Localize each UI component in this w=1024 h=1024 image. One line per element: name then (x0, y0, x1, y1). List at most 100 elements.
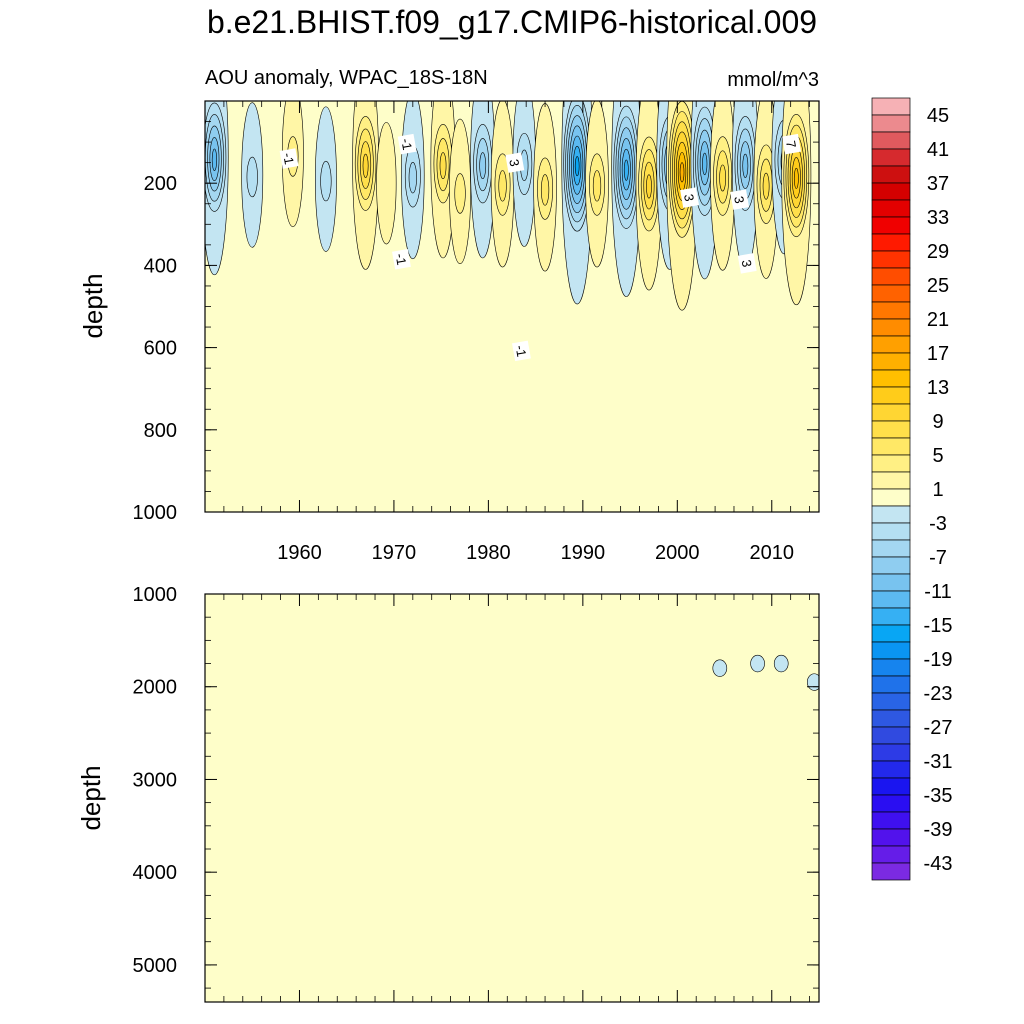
colorbar-box (871, 624, 911, 643)
colorbar-box (871, 454, 911, 473)
upper-left-subtitle: AOU anomaly, WPAC_18S-18N (205, 67, 488, 89)
colorbar-box (871, 216, 911, 235)
contour-region (376, 122, 397, 245)
figure-title: b.e21.BHIST.f09_g17.CMIP6-historical.009 (207, 4, 817, 40)
colorbar-box (871, 148, 911, 167)
colorbar-box (871, 862, 911, 881)
contour-label-text: 3 (506, 158, 522, 168)
colorbar-box (871, 777, 911, 796)
units-label: mmol/m^3 (727, 69, 819, 91)
contour-region (773, 654, 789, 673)
contour-region (592, 170, 602, 202)
contour-label: -1 (279, 148, 299, 169)
colorbar-label: 13 (927, 377, 949, 399)
colorbar-box (871, 641, 911, 660)
contour-label-box (279, 148, 299, 169)
colorbar-box (871, 369, 911, 388)
colorbar-box (871, 811, 911, 830)
x-tick-label: 1980 (466, 542, 511, 564)
y-tick-label: 1000 (133, 584, 178, 606)
contour-region (408, 161, 417, 194)
upper-axis-ticks (205, 100, 819, 513)
colorbar-box (871, 726, 911, 745)
lower-panel: 1000 2000 3000 4000 5000 depth (76, 584, 820, 1003)
contour-label-box (392, 248, 411, 270)
contour-label-box (397, 133, 417, 155)
contour-label: 3 (730, 189, 750, 210)
colorbar-box (871, 301, 911, 320)
upper-y-axis-label: depth (78, 273, 108, 338)
upper-contour-fills (205, 101, 812, 311)
colorbar-box (871, 539, 911, 558)
contour-label-text: -1 (393, 252, 410, 266)
x-tick-label: 1970 (372, 542, 417, 564)
colorbar-label: -35 (924, 785, 953, 807)
contour-region (702, 152, 708, 176)
contour-region (719, 164, 726, 192)
contour-region (439, 152, 447, 180)
colorbar-label: 29 (927, 241, 949, 263)
colorbar-label: -7 (929, 547, 947, 569)
colorbar-label: -11 (924, 581, 951, 603)
colorbar-label: -31 (924, 751, 953, 773)
colorbar-label: -23 (924, 683, 953, 705)
contour-region (362, 153, 369, 178)
y-tick-label: 600 (144, 338, 177, 360)
colorbar-box (871, 233, 911, 252)
colorbar-box (871, 182, 911, 201)
colorbar-box (871, 318, 911, 337)
colorbar-box (871, 97, 911, 116)
colorbar-label: 9 (932, 411, 943, 433)
colorbar-label: 41 (927, 139, 949, 161)
y-tick-label: 200 (144, 173, 177, 195)
contour-label-box (680, 187, 700, 208)
colorbar-box (871, 522, 911, 541)
contour-region (540, 174, 550, 206)
colorbar-label: 17 (927, 343, 949, 365)
y-tick-label: 5000 (133, 955, 178, 977)
contour-region (479, 152, 487, 180)
contour-label: -1 (512, 340, 531, 362)
contour-label-box (737, 253, 757, 274)
colorbar-label: -15 (924, 615, 953, 637)
colorbar-box (871, 692, 911, 711)
colorbar-box (871, 760, 911, 779)
contour-region (211, 148, 218, 171)
colorbar-boxes (871, 97, 911, 881)
x-tick-label: 2000 (655, 542, 700, 564)
contour-region (750, 654, 765, 673)
colorbar-box (871, 794, 911, 813)
contour-region (454, 173, 466, 214)
contour-label-box (730, 189, 750, 210)
contour-region (742, 153, 749, 178)
contour-label: 3 (505, 152, 525, 173)
y-tick-label: 3000 (133, 769, 178, 791)
colorbar-label: 1 (932, 479, 943, 501)
colorbar-box (871, 165, 911, 184)
colorbar-box (871, 250, 911, 269)
contour-label-text: 7 (783, 139, 799, 149)
colorbar-label: 37 (927, 173, 949, 195)
contour-region (762, 172, 770, 200)
colorbar-label: -19 (924, 649, 953, 671)
colorbar-box (871, 709, 911, 728)
contour-region (793, 167, 799, 189)
lower-axis-ticks (205, 593, 819, 1002)
contour-region (623, 159, 629, 181)
colorbar-box (871, 420, 911, 439)
y-tick-label: 4000 (133, 862, 178, 884)
colorbar: 45 41 37 33 29 25 21 17 13 9 5 1 -3 -7 -11 -15 -19 -23 -27… (871, 97, 953, 881)
contour-region (646, 174, 652, 199)
x-tick-label: 1960 (277, 542, 322, 564)
colorbar-label: -3 (929, 513, 947, 535)
upper-contour-labels: -1 -1 -1 3 -1 3 3 3 7 (279, 133, 802, 362)
lower-contour-fills (712, 654, 819, 691)
contour-region (679, 162, 685, 183)
colorbar-box (871, 556, 911, 575)
contour-region (320, 160, 332, 202)
upper-x-tick-labels: 1960 1970 1980 1990 2000 2010 (277, 542, 794, 564)
colorbar-label: -27 (924, 717, 953, 739)
colorbar-box (871, 352, 911, 371)
contour-label-box (505, 152, 525, 173)
